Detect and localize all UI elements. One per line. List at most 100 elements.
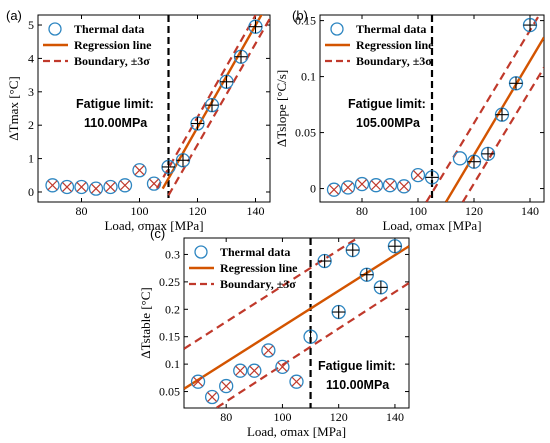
data-point-included bbox=[219, 74, 234, 89]
y-tick-label: 0 bbox=[310, 182, 316, 196]
data-point-excluded bbox=[275, 359, 290, 375]
legend-label: Boundary, ±3σ bbox=[356, 54, 432, 68]
y-tick-label: 0.2 bbox=[165, 302, 180, 316]
marker-circle bbox=[146, 176, 162, 191]
boundary-upper-line bbox=[425, 15, 541, 202]
fatigue-limit-label: Fatigue limit: bbox=[318, 359, 396, 373]
panel-label: (a) bbox=[6, 8, 22, 23]
data-point-excluded bbox=[204, 389, 220, 405]
x-tick-label: 120 bbox=[465, 204, 483, 218]
marker-circle bbox=[326, 182, 342, 197]
data-point-excluded bbox=[326, 182, 342, 197]
y-tick-label: 2 bbox=[28, 118, 34, 132]
data-point-included bbox=[480, 146, 496, 162]
x-tick-label: 120 bbox=[330, 410, 348, 424]
y-tick-label: 0.15 bbox=[295, 14, 316, 28]
data-point-included bbox=[331, 304, 346, 320]
y-tick-label: 0.05 bbox=[159, 385, 180, 399]
legend-circle-icon bbox=[330, 22, 344, 36]
y-axis-label: ΔTslope [°C/s] bbox=[274, 70, 289, 147]
data-point-included bbox=[508, 76, 524, 91]
x-tick-label: 120 bbox=[189, 204, 207, 218]
marker-circle bbox=[103, 179, 118, 195]
fatigue-limit-value: 110.00MPa bbox=[84, 116, 148, 130]
y-tick-label: 3 bbox=[28, 85, 34, 99]
panel-label: (c) bbox=[150, 226, 165, 241]
y-tick-label: 5 bbox=[28, 18, 34, 32]
cross-mark bbox=[329, 184, 339, 195]
y-tick-label: 0.05 bbox=[295, 126, 316, 140]
marker-circle bbox=[368, 178, 384, 193]
marker-circle bbox=[45, 178, 60, 193]
cross-mark bbox=[76, 181, 87, 192]
cross-mark bbox=[371, 180, 381, 191]
y-tick-label: 0.25 bbox=[159, 275, 180, 289]
data-point-included bbox=[373, 280, 389, 295]
cross-mark bbox=[105, 181, 116, 192]
cross-mark bbox=[357, 179, 367, 190]
cross-mark bbox=[235, 365, 246, 376]
data-point-included bbox=[175, 153, 191, 168]
marker-circle bbox=[452, 151, 468, 166]
data-point-included bbox=[387, 239, 403, 254]
fatigue-limit-annotation: Fatigue limit: 105.00MPa bbox=[348, 97, 426, 130]
x-tick-label: 80 bbox=[220, 410, 232, 424]
marker-circle bbox=[204, 389, 220, 405]
legend-label: Thermal data bbox=[220, 245, 290, 259]
cross-mark bbox=[193, 376, 204, 387]
y-tick-label: 0.1 bbox=[301, 70, 316, 84]
y-tick-label: 0 bbox=[28, 185, 34, 199]
fatigue-limit-value: 105.00MPa bbox=[356, 116, 421, 130]
cross-mark bbox=[120, 180, 130, 191]
x-tick-label: 80 bbox=[76, 204, 88, 218]
x-tick-label: 100 bbox=[273, 410, 291, 424]
data-point-included bbox=[345, 242, 360, 258]
legend-label: Thermal data bbox=[74, 22, 144, 36]
data-point-excluded bbox=[340, 180, 356, 195]
data-point-excluded bbox=[45, 178, 60, 193]
legend: Thermal data Regression line Boundary, ±3σ bbox=[325, 22, 434, 68]
y-tick-label: 4 bbox=[28, 51, 34, 65]
legend-label: Regression line bbox=[220, 261, 298, 275]
x-axis-label: Load, σmax [MPa] bbox=[247, 424, 346, 439]
panel-label: (b) bbox=[292, 8, 308, 23]
data-point-excluded bbox=[368, 178, 384, 193]
boundary-lower-line bbox=[461, 67, 544, 202]
plot-area bbox=[45, 15, 270, 202]
data-point-excluded bbox=[354, 176, 370, 192]
legend-label: Boundary, ±3σ bbox=[74, 54, 150, 68]
cross-mark bbox=[91, 183, 101, 194]
data-point-excluded bbox=[233, 363, 248, 378]
legend-label: Regression line bbox=[356, 38, 434, 52]
data-point-excluded bbox=[117, 178, 133, 193]
cross-mark bbox=[62, 181, 72, 192]
fatigue-limit-label: Fatigue limit: bbox=[76, 97, 154, 111]
marker-circle bbox=[132, 163, 147, 178]
legend-label: Thermal data bbox=[356, 22, 426, 36]
axes-frame bbox=[37, 14, 271, 203]
panel-b: 80 100 120 140 0 0.05 0.1 0.15 Load, σmax [MPa] Δ… bbox=[274, 8, 545, 233]
data-point-excluded bbox=[247, 363, 262, 378]
x-axis-label: Load, σmax [MPa] bbox=[382, 218, 481, 233]
plot-area bbox=[326, 15, 544, 202]
data-point-included bbox=[359, 267, 374, 282]
x-tick-label: 140 bbox=[247, 204, 265, 218]
cross-mark bbox=[399, 181, 409, 192]
marker-circle bbox=[382, 178, 398, 193]
legend: Thermal data Regression line Boundary, ±3σ bbox=[43, 22, 152, 68]
cross-mark bbox=[413, 170, 423, 181]
marker-circle bbox=[340, 180, 356, 195]
cross-mark bbox=[249, 365, 260, 376]
data-point-excluded bbox=[219, 378, 234, 394]
marker-circle bbox=[275, 359, 290, 375]
x-tick-label: 140 bbox=[521, 204, 539, 218]
data-point-excluded bbox=[261, 343, 276, 358]
cross-mark bbox=[207, 392, 218, 403]
marker-circle bbox=[396, 179, 412, 194]
x-axis-label: Load, σmax [MPa] bbox=[104, 218, 203, 233]
cross-mark bbox=[277, 361, 288, 372]
data-point-included bbox=[466, 154, 482, 169]
boundary-upper-line bbox=[155, 15, 257, 190]
cross-mark bbox=[149, 178, 159, 189]
